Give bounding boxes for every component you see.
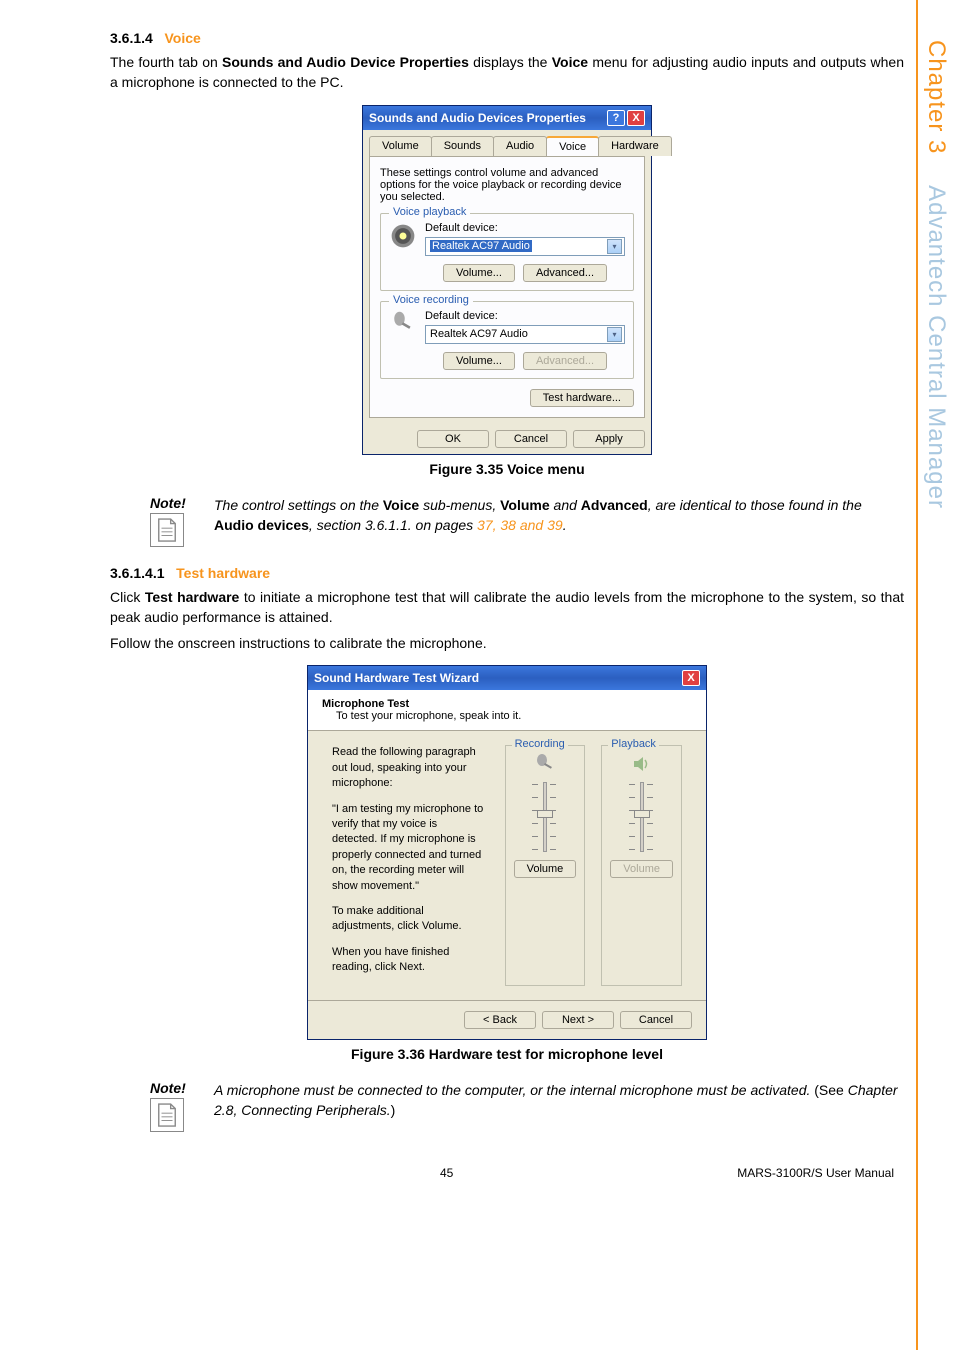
speaker-icon: [389, 222, 417, 250]
section-number: 3.6.1.4.1: [110, 565, 165, 581]
dialog-title: Sounds and Audio Devices Properties: [369, 111, 586, 125]
playback-meter-legend: Playback: [608, 738, 659, 750]
playback-legend: Voice playback: [389, 206, 470, 218]
microphone-icon: [533, 752, 557, 776]
sound-hardware-wizard-dialog: Sound Hardware Test Wizard X Microphone …: [307, 665, 707, 1039]
page-number: 45: [440, 1166, 453, 1180]
recording-volume-button[interactable]: Volume: [514, 860, 577, 878]
wizard-header-subtitle: To test your microphone, speak into it.: [336, 710, 692, 722]
figure-caption: Figure 3.35 Voice menu: [110, 461, 904, 477]
tab-audio[interactable]: Audio: [493, 136, 547, 156]
recording-legend: Voice recording: [389, 294, 473, 306]
page-footer: 45 MARS-3100R/S User Manual: [0, 1166, 954, 1180]
tab-hardware[interactable]: Hardware: [598, 136, 672, 156]
wizard-paragraph: To make additional adjustments, click Vo…: [332, 904, 485, 935]
body-text: Click Test hardware to initiate a microp…: [110, 587, 904, 628]
recording-meter: [523, 780, 567, 854]
recording-device-combo[interactable]: Realtek AC97 Audio ▾: [425, 325, 625, 344]
note-label: Note!: [150, 495, 200, 511]
side-chapter: Chapter 3: [923, 40, 950, 154]
wizard-header-title: Microphone Test: [322, 698, 692, 710]
recording-advanced-button: Advanced...: [523, 352, 607, 370]
back-button[interactable]: < Back: [464, 1011, 536, 1029]
section-body: The fourth tab on Sounds and Audio Devic…: [110, 52, 904, 93]
note-icon: [150, 513, 184, 547]
wizard-paragraph: When you have finished reading, click Ne…: [332, 945, 485, 976]
recording-label: Default device:: [425, 310, 625, 322]
section-title: Voice: [165, 30, 201, 46]
cancel-button[interactable]: Cancel: [620, 1011, 692, 1029]
microphone-icon: [389, 310, 417, 338]
next-button[interactable]: Next >: [542, 1011, 614, 1029]
dialog-description: These settings control volume and advanc…: [380, 167, 634, 203]
playback-volume-button: Volume: [610, 860, 673, 878]
speaker-icon: [630, 752, 654, 776]
recording-volume-button[interactable]: Volume...: [443, 352, 515, 370]
close-icon[interactable]: X: [627, 110, 645, 126]
close-icon[interactable]: X: [682, 670, 700, 686]
chapter-side-tab: Chapter 3 Advantech Central Manager: [916, 0, 954, 1350]
cancel-button[interactable]: Cancel: [495, 430, 567, 448]
section-number: 3.6.1.4: [110, 30, 153, 46]
playback-device-combo[interactable]: Realtek AC97 Audio ▾: [425, 237, 625, 256]
chevron-down-icon[interactable]: ▾: [607, 327, 622, 342]
chevron-down-icon[interactable]: ▾: [607, 239, 622, 254]
test-hardware-button[interactable]: Test hardware...: [530, 389, 634, 407]
sounds-properties-dialog: Sounds and Audio Devices Properties ? X …: [362, 105, 652, 455]
help-icon[interactable]: ?: [607, 110, 625, 126]
tab-voice[interactable]: Voice: [546, 136, 599, 156]
section-title: Test hardware: [176, 565, 270, 581]
note-label: Note!: [150, 1080, 200, 1096]
side-title: Advantech Central Manager: [923, 185, 950, 509]
figure-caption: Figure 3.36 Hardware test for microphone…: [110, 1046, 904, 1062]
playback-label: Default device:: [425, 222, 625, 234]
manual-name: MARS-3100R/S User Manual: [737, 1166, 894, 1180]
apply-button[interactable]: Apply: [573, 430, 645, 448]
tab-sounds[interactable]: Sounds: [431, 136, 494, 156]
ok-button[interactable]: OK: [417, 430, 489, 448]
wizard-paragraph: "I am testing my microphone to verify th…: [332, 802, 485, 894]
note-icon: [150, 1098, 184, 1132]
dialog-title: Sound Hardware Test Wizard: [314, 671, 479, 685]
wizard-paragraph: Read the following paragraph out loud, s…: [332, 745, 485, 791]
note-text: A microphone must be connected to the co…: [214, 1080, 904, 1132]
body-text: Follow the onscreen instructions to cali…: [110, 633, 904, 653]
tab-volume[interactable]: Volume: [369, 136, 432, 156]
playback-volume-button[interactable]: Volume...: [443, 264, 515, 282]
playback-meter: [620, 780, 664, 854]
playback-advanced-button[interactable]: Advanced...: [523, 264, 607, 282]
note-text: The control settings on the Voice sub-me…: [214, 495, 904, 547]
recording-meter-legend: Recording: [512, 738, 568, 750]
